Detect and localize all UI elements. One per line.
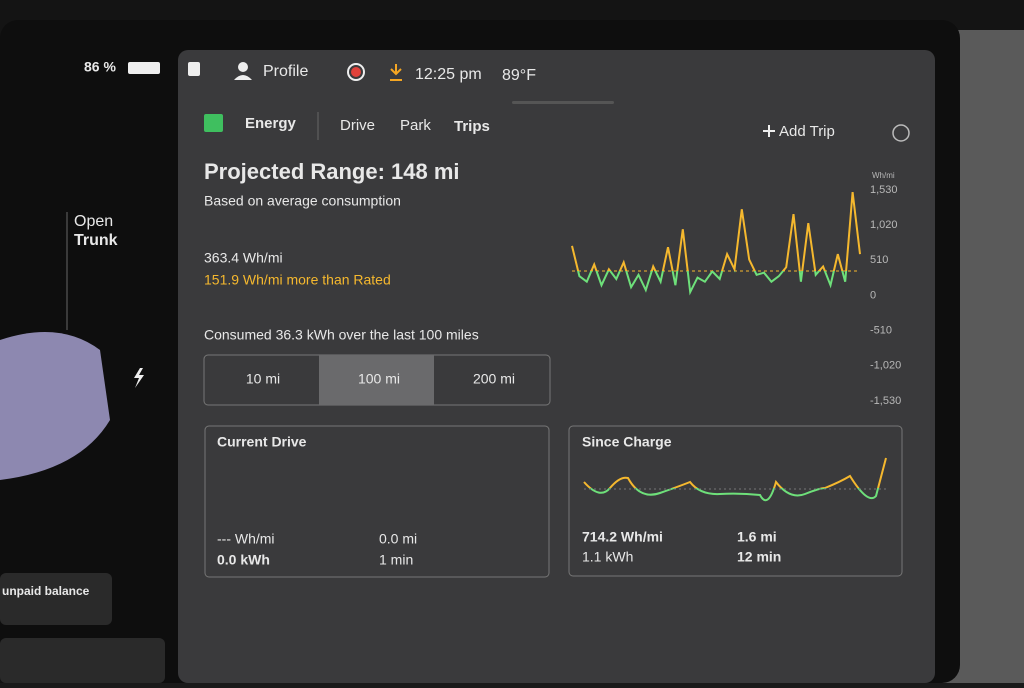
efficiency: --- Wh/mi: [217, 531, 275, 547]
current-drive-card[interactable]: [204, 425, 550, 578]
notice: unpaid balance: [2, 584, 90, 598]
sparkline: [583, 457, 887, 502]
y-tick-label: -1,020: [870, 360, 901, 372]
tab[interactable]: Park: [400, 117, 431, 134]
distance: 1.6 mi: [737, 529, 777, 545]
profile[interactable]: Profile: [263, 63, 308, 80]
profile-icon: [234, 75, 252, 80]
comparison: 151.9 Wh/mi more than Rated: [204, 272, 391, 288]
card-title: Current Drive: [217, 434, 307, 450]
temperature: 89°F: [502, 67, 536, 84]
profile-icon: [238, 62, 248, 72]
lock-icon[interactable]: [188, 62, 200, 76]
range-option[interactable]: 10 mi: [246, 371, 280, 387]
energy: 0.0 kWh: [217, 552, 270, 568]
projected-range: Projected Range: 148 mi: [204, 159, 460, 184]
y-tick-label: 510: [870, 254, 888, 266]
y-tick-label: 1,530: [870, 184, 898, 196]
efficiency: 714.2 Wh/mi: [582, 529, 663, 545]
consumed: Consumed 36.3 kWh over the last 100 mile…: [204, 327, 479, 343]
tab[interactable]: Drive: [340, 117, 375, 134]
record-dot: [351, 67, 361, 77]
trunk-label: Open: [74, 213, 113, 230]
add-trip[interactable]: Add Trip: [779, 123, 835, 140]
record-icon[interactable]: [347, 63, 365, 81]
y-tick-label: -1,530: [870, 395, 901, 407]
card-title: Since Charge: [582, 434, 672, 450]
time: 12:25 pm: [415, 66, 482, 83]
battery-icon: [128, 62, 160, 74]
distance: 0.0 mi: [379, 531, 417, 547]
notice-card[interactable]: [0, 573, 112, 625]
consumption: 363.4 Wh/mi: [204, 250, 283, 266]
download-icon[interactable]: [390, 64, 402, 81]
charge-icon: [134, 368, 144, 388]
info-icon[interactable]: [892, 124, 910, 142]
battery: 86 %: [84, 59, 116, 75]
y-tick-label: 1,020: [870, 219, 898, 231]
plus-icon: [763, 125, 775, 137]
tab[interactable]: Energy: [245, 115, 297, 132]
range-option[interactable]: 100 mi: [358, 371, 400, 387]
car-image: [0, 332, 110, 480]
duration: 1 min: [379, 552, 413, 568]
y-tick-label: -510: [870, 325, 892, 337]
y-unit: Wh/mi: [872, 171, 895, 180]
tab[interactable]: Trips: [454, 118, 490, 135]
y-tick-label: 0: [870, 289, 876, 301]
energy-icon: [204, 114, 223, 132]
duration: 12 min: [737, 549, 781, 565]
subtitle: Based on average consumption: [204, 193, 401, 209]
main-panel: [178, 50, 935, 683]
energy: 1.1 kWh: [582, 549, 633, 565]
handle: [512, 101, 614, 104]
since-charge-card[interactable]: [568, 425, 903, 577]
card: [0, 638, 165, 683]
trunk-label[interactable]: Trunk: [74, 232, 118, 249]
consumption-line: [571, 191, 861, 296]
range-selected: [319, 355, 434, 405]
range-option[interactable]: 200 mi: [473, 371, 515, 387]
